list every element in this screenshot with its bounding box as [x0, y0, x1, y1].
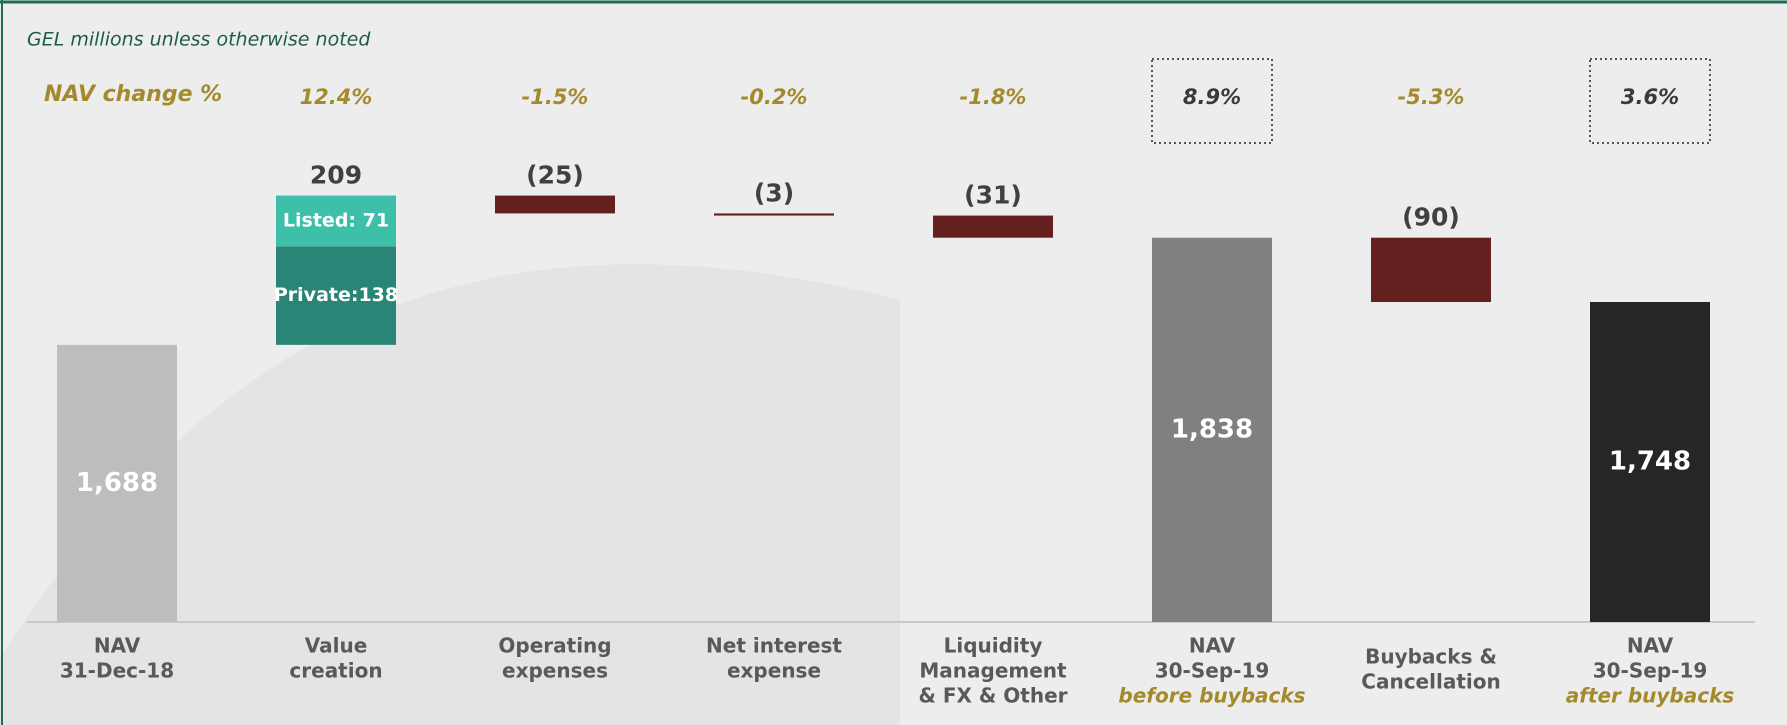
category-label: expenses	[502, 659, 608, 683]
segment-label: Private:138	[274, 284, 398, 306]
category-label: 31-Dec-18	[60, 659, 174, 683]
change-label: 3.6%	[1621, 85, 1679, 109]
change-label: 8.9%	[1183, 85, 1241, 109]
value-label: 209	[310, 161, 362, 190]
value-label: (25)	[526, 161, 584, 190]
value-label: (31)	[964, 181, 1022, 210]
category-label: Value	[305, 634, 368, 658]
category-label: Cancellation	[1361, 670, 1500, 694]
category-label: Liquidity	[944, 634, 1043, 658]
change-box	[1589, 58, 1711, 144]
value-label: (3)	[754, 178, 794, 207]
category-label: 30-Sep-19	[1155, 659, 1270, 683]
category-note: before buybacks	[1118, 684, 1305, 708]
change-label: -0.2%	[741, 85, 808, 109]
bar	[1152, 237, 1272, 622]
category-label: expense	[727, 659, 821, 683]
change-label: -1.8%	[960, 85, 1027, 109]
value-label: 1,838	[1171, 414, 1253, 444]
category-label: & FX & Other	[918, 684, 1067, 708]
bar	[714, 213, 834, 216]
category-label: creation	[289, 659, 382, 683]
value-label: 1,748	[1609, 447, 1691, 477]
change-label: 12.4%	[300, 85, 373, 109]
bar	[1371, 237, 1491, 302]
bar	[1590, 302, 1710, 622]
category-label: Net interest	[706, 634, 842, 658]
category-label: 30-Sep-19	[1593, 659, 1708, 683]
change-label: -5.3%	[1398, 85, 1465, 109]
bar	[495, 195, 615, 214]
bar	[933, 215, 1053, 238]
decoration	[0, 264, 900, 725]
category-label: Buybacks &	[1365, 645, 1497, 669]
category-label: Operating	[498, 634, 611, 658]
change-box	[1151, 58, 1273, 144]
bar-segment	[276, 246, 396, 345]
category-note: after buybacks	[1566, 684, 1735, 708]
segment-label: Listed: 71	[283, 209, 389, 231]
category-label: NAV	[1189, 634, 1236, 658]
bar-segment	[276, 195, 396, 247]
category-label: Management	[919, 659, 1067, 683]
value-label: 1,688	[76, 468, 158, 498]
change-label: -1.5%	[522, 85, 589, 109]
subtitle: GEL millions unless otherwise noted	[27, 29, 371, 51]
change-title: NAV change %	[44, 82, 222, 107]
bar	[57, 344, 177, 622]
category-label: NAV	[1627, 634, 1674, 658]
category-label: NAV	[94, 634, 141, 658]
value-label: (90)	[1402, 203, 1460, 232]
